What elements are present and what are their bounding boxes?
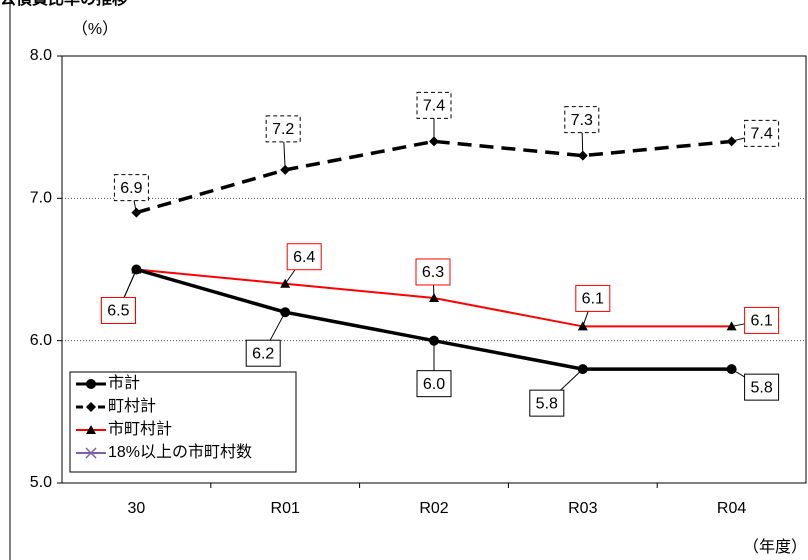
point xyxy=(86,425,96,434)
point xyxy=(85,447,97,459)
series-line xyxy=(135,139,732,215)
data-label: 7.2 xyxy=(272,121,294,138)
y-axis-label: （%） xyxy=(72,20,118,38)
label-box xyxy=(416,370,452,398)
data-label: 6.2 xyxy=(252,345,274,362)
data-label: 6.9 xyxy=(120,180,142,197)
x-tick-label: R04 xyxy=(717,500,746,517)
chart-title: 公債費比率の推移 xyxy=(0,0,128,8)
data-label: 6.3 xyxy=(422,264,444,281)
label-box xyxy=(113,174,149,202)
data-label: 5.8 xyxy=(536,395,558,412)
y-tick-label: 5.0 xyxy=(30,474,52,491)
label-box xyxy=(265,115,301,143)
label-box xyxy=(529,389,565,417)
x-tick-label: R01 xyxy=(271,500,300,517)
legend-label: 市計 xyxy=(108,374,140,392)
point xyxy=(86,402,96,412)
x-tick-label: R02 xyxy=(419,500,448,517)
data-label: 6.0 xyxy=(423,376,445,393)
data-label: 6.1 xyxy=(750,313,772,330)
point xyxy=(86,379,96,389)
legend xyxy=(69,371,297,473)
data-label: 6.1 xyxy=(582,291,604,308)
label-box xyxy=(415,258,451,286)
label-box xyxy=(744,306,780,334)
label-box xyxy=(245,339,281,367)
label-box xyxy=(575,284,611,312)
x-axis-label: （年度） xyxy=(743,538,807,556)
label-box xyxy=(100,297,136,324)
data-label: 7.3 xyxy=(571,112,593,129)
label-box xyxy=(564,106,600,134)
x-tick-label: 30 xyxy=(128,500,146,517)
legend-label: 18%以上の市町村数 xyxy=(108,443,252,461)
x-tick-label: R03 xyxy=(568,500,597,517)
data-label: 7.4 xyxy=(750,126,772,143)
data-label: 6.4 xyxy=(293,249,315,266)
data-label: 6.5 xyxy=(107,303,129,320)
data-label: 5.8 xyxy=(750,379,772,396)
label-box xyxy=(744,119,780,147)
data-label: 7.4 xyxy=(423,98,445,115)
legend-label: 市町村計 xyxy=(108,420,172,438)
label-box xyxy=(744,373,780,401)
legend-label: 町村計 xyxy=(108,397,156,415)
y-tick-label: 7.0 xyxy=(30,190,52,207)
plot-area xyxy=(61,55,807,484)
label-box xyxy=(416,91,452,119)
y-tick-label: 6.0 xyxy=(30,332,52,349)
label-box xyxy=(286,243,322,271)
y-tick-label: 8.0 xyxy=(30,47,52,64)
